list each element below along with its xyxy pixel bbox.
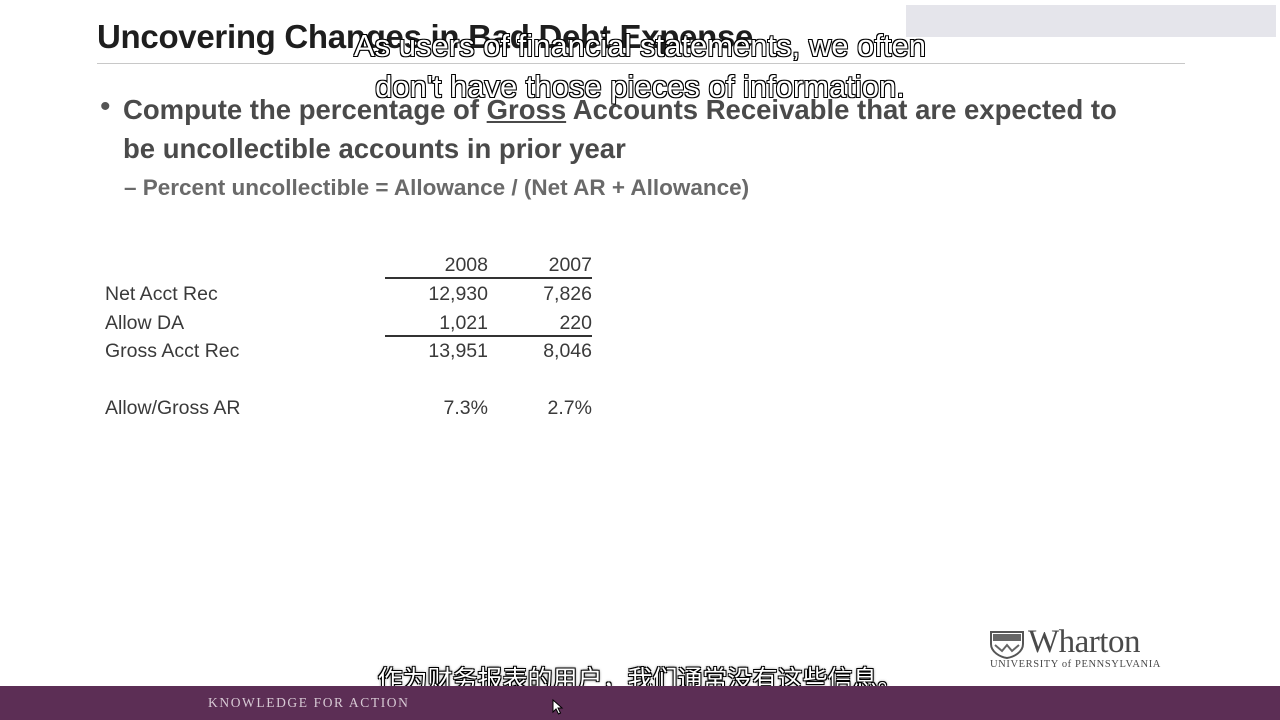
cell-allow-da-2008: 1,021: [439, 312, 488, 334]
cell-allow-da-2007: 220: [559, 312, 592, 334]
english-subtitle-line2: don't have those pieces of information.: [374, 68, 905, 105]
column-header-2007: 2007: [548, 254, 592, 276]
bullet-text-after: Accounts Receivable that are expected to…: [123, 94, 1117, 164]
row-label-allow-gross-ar: Allow/Gross AR: [105, 397, 241, 419]
main-bullet: Compute the percentage of Gross Accounts…: [123, 90, 1123, 168]
row-label-gross-acct-rec: Gross Acct Rec: [105, 340, 240, 362]
english-subtitle-line1: As users of financial statements, we oft…: [353, 27, 927, 64]
row-label-allow-da: Allow DA: [105, 312, 185, 334]
header-rule: [385, 277, 592, 279]
row-label-net-acct-rec: Net Acct Rec: [105, 283, 218, 305]
wharton-logo: Wharton UNIVERSITY of PENNSYLVANIA: [988, 624, 1193, 674]
column-header-2008: 2008: [444, 254, 488, 276]
sum-rule: [385, 335, 592, 337]
cell-net-acct-rec-2008: 12,930: [428, 283, 488, 305]
logo-subline: UNIVERSITY of PENNSYLVANIA: [990, 659, 1161, 670]
footer-tagline: KNOWLEDGE FOR ACTION: [208, 695, 410, 710]
slide-title: Uncovering Changes in Bad Debt Expense: [97, 18, 754, 55]
mouse-cursor-icon: [552, 699, 564, 715]
cell-net-acct-rec-2007: 7,826: [543, 283, 592, 305]
watermark-overlay: [906, 5, 1276, 37]
cell-allow-gross-ar-2007: 2.7%: [547, 397, 592, 419]
sub-bullet: – Percent uncollectible = Allowance / (N…: [124, 175, 750, 200]
bullet-text-before: Compute the percentage of: [123, 94, 487, 125]
shield-icon: [990, 631, 1024, 659]
cell-gross-acct-rec-2007: 8,046: [543, 340, 592, 362]
cell-allow-gross-ar-2008: 7.3%: [443, 397, 488, 419]
title-rule: [97, 63, 1185, 64]
bullet-underlined-word: Gross: [486, 94, 567, 125]
cell-gross-acct-rec-2008: 13,951: [428, 340, 488, 362]
bullet-marker: •: [100, 90, 111, 123]
logo-wordmark: Wharton: [1028, 624, 1140, 660]
footer-bar: KNOWLEDGE FOR ACTION: [0, 686, 1280, 720]
